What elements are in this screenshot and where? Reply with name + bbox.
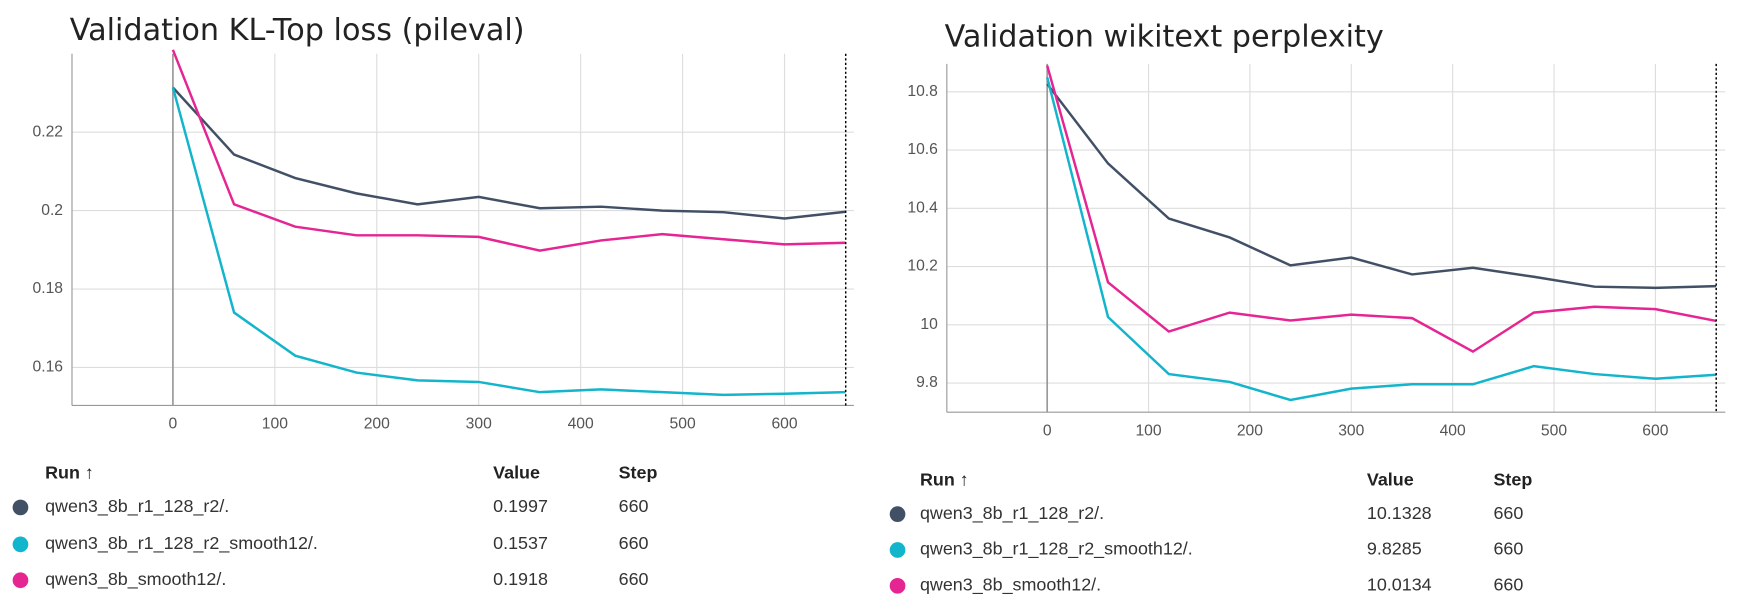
y-tick-label: 9.8 (916, 374, 938, 391)
table-value: 9.8285 (1367, 539, 1422, 559)
y-tick-label: 0.2 (41, 202, 63, 219)
legend-swatch (12, 572, 29, 589)
y-tick-label: 10.4 (907, 199, 938, 216)
table-value: 10.1328 (1367, 503, 1432, 523)
x-tick-label: 600 (771, 416, 797, 433)
series-line (1045, 65, 1717, 354)
table-step: 660 (619, 533, 649, 553)
table-value: 10.0134 (1367, 575, 1432, 595)
x-tick-label: 300 (466, 416, 492, 433)
legend-swatch (12, 536, 29, 553)
y-tick-label: 0.16 (33, 359, 64, 376)
legend-swatch (889, 506, 906, 522)
series-line (1046, 83, 1717, 290)
x-tick-label: 500 (1541, 422, 1567, 439)
table-header: Run ↑ (45, 463, 94, 483)
series-line (171, 86, 846, 220)
legend-label: qwen3_8b_r1_128_r2_smooth12/. (45, 533, 318, 554)
legend-label: qwen3_8b_r1_128_r2_smooth12/. (920, 539, 1193, 560)
series-line (171, 49, 846, 252)
chart-title: Validation wikitext perplexity (945, 20, 1384, 55)
table-value: 0.1537 (493, 533, 548, 553)
x-tick-label: 200 (364, 416, 390, 433)
y-tick-label: 10.6 (907, 141, 938, 158)
table-header: Value (1367, 469, 1414, 489)
y-tick-label: 10.2 (907, 258, 938, 275)
table-header: Step (619, 463, 658, 483)
table-header: Run ↑ (920, 469, 969, 489)
table-step: 660 (619, 569, 649, 589)
legend-label: qwen3_8b_smooth12/. (45, 569, 226, 590)
series-line (171, 87, 846, 397)
table-step: 660 (1493, 575, 1523, 595)
table-step: 660 (619, 496, 649, 516)
y-tick-label: 0.18 (33, 280, 64, 297)
y-tick-label: 10.8 (907, 83, 938, 100)
x-tick-label: 600 (1642, 422, 1668, 439)
table-step: 660 (1493, 539, 1523, 559)
table-header: Value (493, 463, 540, 483)
legend-swatch (889, 577, 906, 594)
x-tick-label: 400 (568, 416, 594, 433)
series-line (1045, 76, 1717, 402)
x-tick-label: 100 (1135, 422, 1161, 439)
legend-label: qwen3_8b_r1_128_r2/. (920, 503, 1104, 524)
x-tick-label: 500 (670, 416, 696, 433)
x-tick-label: 0 (169, 416, 178, 433)
legend-swatch (889, 542, 906, 558)
legend-label: qwen3_8b_r1_128_r2/. (45, 496, 229, 517)
x-tick-label: 400 (1440, 422, 1466, 439)
legend-label: qwen3_8b_smooth12/. (920, 575, 1101, 596)
y-tick-label: 10 (920, 316, 938, 333)
table-step: 660 (1493, 503, 1523, 523)
y-tick-label: 0.22 (33, 123, 64, 140)
x-tick-label: 100 (262, 416, 288, 433)
chart-title: Validation KL-Top loss (pileval) (70, 13, 525, 48)
table-value: 0.1918 (493, 569, 548, 589)
legend-swatch (12, 499, 29, 516)
x-tick-label: 0 (1043, 422, 1052, 439)
table-header: Step (1493, 469, 1532, 489)
table-value: 0.1997 (493, 496, 548, 516)
x-tick-label: 300 (1338, 422, 1364, 439)
x-tick-label: 200 (1237, 422, 1263, 439)
